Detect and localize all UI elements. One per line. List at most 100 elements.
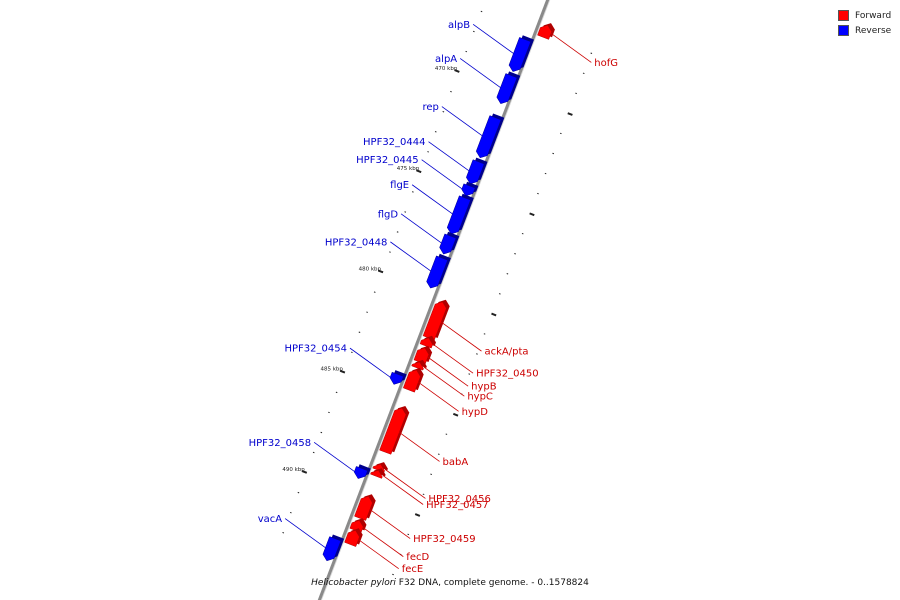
hpf32-0459-label: HPF32_0459 bbox=[413, 534, 475, 545]
alpb-gene-arrow bbox=[508, 37, 532, 72]
alpb-label: alpB bbox=[448, 20, 470, 31]
hpf32-0456-label: HPF32_0456 bbox=[428, 494, 490, 505]
hpf32-0450-label: HPF32_0450 bbox=[476, 369, 538, 380]
major-tick bbox=[452, 412, 459, 417]
hypc-leader bbox=[423, 366, 465, 397]
vaca-gene-arrow bbox=[322, 536, 342, 562]
major-tick bbox=[416, 169, 422, 174]
minor-tick bbox=[514, 253, 516, 255]
minor-tick bbox=[582, 72, 585, 75]
minor-tick bbox=[468, 373, 471, 375]
minor-tick bbox=[366, 311, 368, 313]
minor-tick bbox=[450, 90, 452, 93]
hypc-gene-arrow bbox=[411, 361, 424, 371]
minor-tick bbox=[476, 353, 478, 355]
hpf32-0457-label: HPF32_0457 bbox=[426, 500, 488, 511]
fecd-leader bbox=[362, 527, 404, 557]
forward-swatch bbox=[838, 10, 849, 21]
minor-tick bbox=[434, 131, 437, 133]
flge-leader bbox=[411, 184, 453, 215]
fece-label: fecE bbox=[402, 564, 424, 575]
minor-tick bbox=[389, 251, 391, 253]
hofg-label: hofG bbox=[594, 58, 618, 69]
major-tick bbox=[567, 112, 573, 116]
legend-forward: Forward bbox=[838, 8, 891, 23]
major-tick bbox=[339, 369, 346, 374]
hpf32-0457-leader bbox=[382, 475, 424, 505]
hpf32-0445-leader bbox=[421, 159, 463, 190]
rep-label: rep bbox=[422, 102, 438, 113]
baba-label: babA bbox=[443, 457, 469, 468]
hpf32-0448-label: HPF32_0448 bbox=[325, 237, 387, 248]
minor-tick bbox=[445, 433, 448, 435]
minor-tick bbox=[521, 232, 524, 235]
hpf32-0444-leader bbox=[428, 141, 470, 172]
minor-tick bbox=[480, 10, 483, 13]
rep-leader bbox=[441, 106, 483, 136]
tick-label: 485 kbp bbox=[320, 367, 343, 373]
alpa-gene-arrow bbox=[496, 73, 518, 104]
minor-tick bbox=[430, 473, 433, 476]
hpf32-0445-gene-arrow bbox=[461, 183, 476, 197]
minor-tick bbox=[328, 411, 330, 414]
minor-tick bbox=[422, 493, 425, 496]
hpf32-0458-label: HPF32_0458 bbox=[249, 438, 311, 449]
minor-tick bbox=[559, 132, 562, 135]
minor-tick bbox=[575, 92, 577, 95]
major-tick bbox=[491, 312, 497, 317]
minor-tick bbox=[396, 231, 399, 233]
hpf32-0450-gene-arrow bbox=[419, 337, 433, 349]
fecd-label: fecD bbox=[406, 552, 429, 563]
minor-tick bbox=[350, 351, 353, 354]
acka-pta-leader bbox=[440, 321, 482, 352]
alpa-leader bbox=[459, 58, 501, 88]
hypd-leader bbox=[418, 381, 459, 412]
major-tick bbox=[414, 513, 421, 517]
hpf32-0448-gene-arrow bbox=[426, 255, 448, 289]
vaca-leader bbox=[284, 518, 326, 548]
tick-label: 470 kbp bbox=[435, 66, 458, 72]
minor-tick bbox=[404, 211, 407, 213]
flge-gene-arrow bbox=[446, 195, 471, 235]
hypc-label: hypC bbox=[467, 392, 493, 403]
tick-label: 475 kbp bbox=[397, 166, 420, 172]
rep-gene-arrow bbox=[475, 115, 502, 159]
gene-label-layer: hofG alpB alpA rep HPF32_0444 HPF32_0445 flgE f… bbox=[249, 20, 618, 575]
minor-tick bbox=[411, 191, 414, 193]
minor-tick bbox=[358, 331, 361, 333]
major-tick bbox=[378, 269, 384, 274]
baba-gene-arrow bbox=[379, 407, 407, 455]
minor-tick bbox=[537, 192, 539, 195]
minor-tick bbox=[465, 50, 468, 53]
caption-organism: Helicobacter pylori bbox=[311, 578, 396, 588]
gene-layer bbox=[322, 23, 555, 562]
minor-tick bbox=[552, 152, 555, 155]
minor-tick bbox=[335, 391, 338, 394]
legend-reverse-label: Reverse bbox=[855, 25, 892, 36]
minor-tick bbox=[442, 110, 445, 113]
minor-tick bbox=[506, 273, 509, 275]
major-tick bbox=[529, 212, 535, 217]
alpa-label: alpA bbox=[435, 54, 457, 65]
minor-tick bbox=[437, 453, 440, 455]
hpf32-0454-leader bbox=[349, 347, 391, 378]
minor-tick bbox=[498, 293, 501, 295]
hpf32-0454-label: HPF32_0454 bbox=[284, 344, 346, 355]
vaca-label: vacA bbox=[258, 514, 283, 525]
minor-tick bbox=[373, 291, 376, 293]
minor-tick bbox=[427, 151, 429, 153]
minor-tick bbox=[320, 431, 323, 434]
flgd-gene-arrow bbox=[439, 233, 457, 255]
baba-leader bbox=[399, 431, 440, 462]
fece-gene-arrow bbox=[344, 530, 360, 547]
reverse-swatch bbox=[838, 25, 849, 36]
minor-tick bbox=[544, 172, 547, 175]
hpf32-0454-gene-arrow bbox=[389, 371, 404, 385]
hypd-label: hypD bbox=[462, 407, 489, 418]
tick-label: 490 kbp bbox=[282, 467, 305, 473]
major-tick bbox=[301, 470, 308, 474]
tick-label: 480 kbp bbox=[359, 266, 382, 272]
minor-tick bbox=[590, 52, 593, 54]
hpf32-0448-leader bbox=[390, 241, 431, 272]
